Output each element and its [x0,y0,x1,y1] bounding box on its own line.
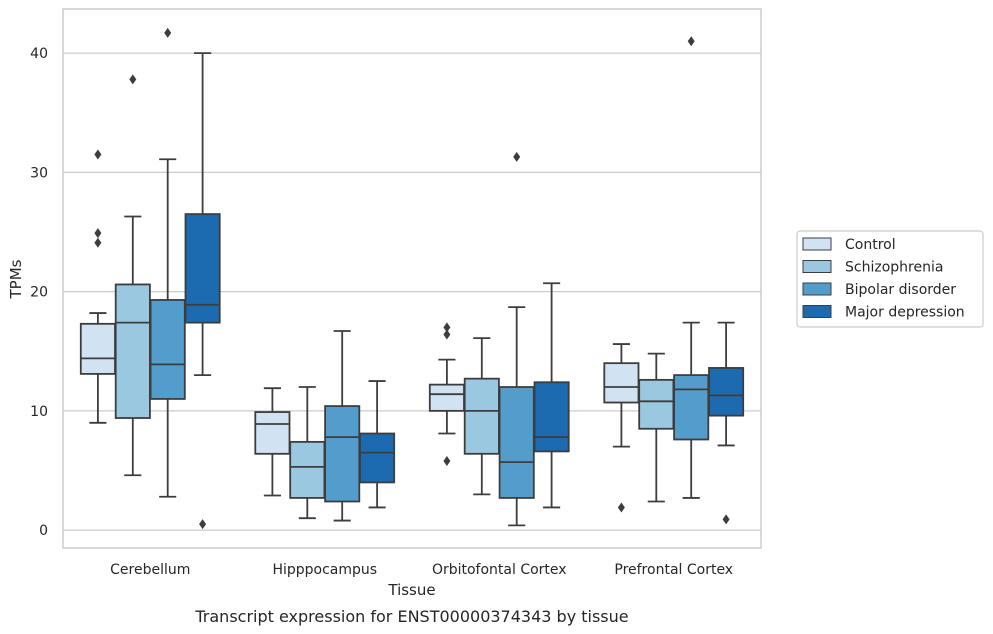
box-major-depression-orbitofontal-cortex [533,282,570,509]
legend-frame [796,230,984,328]
legend-item-bipolar-disorder: Bipolar disorder [802,282,956,298]
y-tick-label: 30 [30,165,48,181]
x-tick-label-orbitofontal-cortex: Orbitofontal Cortex [432,562,567,578]
legend-item-control: Control [802,237,896,253]
box-iqr [638,378,675,430]
box-iqr [463,377,500,455]
x-tick-label-cerebellum: Cerebellum [110,562,190,578]
box-iqr [603,362,640,404]
box-control-cerebellum [79,149,116,424]
outlier-point [199,519,207,530]
legend-item-schizophrenia: Schizophrenia [802,260,943,276]
y-tick-label: 20 [30,285,48,301]
outlier-point [513,151,521,162]
outlier-point [94,228,102,239]
box-control-prefrontal-cortex [603,343,640,513]
box-bipolar-disorder-cerebellum [149,27,186,498]
legend-swatch [802,237,832,251]
box-iqr [498,386,535,499]
box-iqr [289,440,326,499]
y-tick-label: 40 [30,46,48,62]
y-tick-label: 10 [30,404,48,420]
legend-label: Bipolar disorder [845,282,956,298]
box-schizophrenia-cerebellum [114,74,151,477]
box-iqr [324,405,361,503]
box-control-orbitofontal-cortex [428,322,465,466]
outlier-point [687,36,695,47]
box-major-depression-prefrontal-cortex [708,321,745,525]
y-axis-label: TPMs [7,259,25,299]
box-major-depression-hipppocampus [359,380,396,509]
box-iqr [254,411,291,455]
box-iqr [184,213,221,324]
box-iqr [533,381,570,453]
outlier-point [617,502,625,513]
box-schizophrenia-orbitofontal-cortex [463,337,500,496]
legend-item-major-depression: Major depression [802,305,965,321]
legend-label: Control [845,237,896,253]
box-bipolar-disorder-orbitofontal-cortex [498,151,535,527]
outlier-point [443,455,451,466]
y-tick-labels: 0 10 20 30 40 [30,46,48,539]
box-bipolar-disorder-prefrontal-cortex [673,36,710,499]
y-tick-label: 0 [39,523,48,539]
legend-swatch [802,282,832,296]
outlier-point [722,514,730,525]
x-tick-label-prefrontal-cortex: Prefrontal Cortex [614,562,733,578]
box-iqr [708,367,745,417]
boxes [79,27,745,530]
outlier-point [94,237,102,248]
x-tick-label-hipppocampus: Hipppocampus [272,562,377,578]
box-schizophrenia-hipppocampus [289,386,326,520]
box-bipolar-disorder-hipppocampus [324,330,361,522]
outlier-point [443,329,451,340]
box-iqr [428,383,465,412]
box-iqr [79,322,116,375]
box-major-depression-cerebellum [184,52,221,530]
box-iqr [114,283,151,419]
box-iqr [149,299,186,400]
legend-label: Schizophrenia [845,260,943,276]
plot-frame [62,8,762,549]
box-control-hipppocampus [254,387,291,497]
outlier-point [164,27,172,38]
legend-swatch [802,305,832,318]
x-axis-label: Tissue [387,581,435,599]
box-iqr [673,374,710,441]
outlier-point [94,149,102,160]
box-iqr [359,432,396,484]
x-tick-labels: Cerebellum Hipppocampus Orbitofontal Corte… [110,562,733,578]
legend: Control Schizophrenia Bipolar disorder Majo… [796,230,984,328]
legend-label: Major depression [845,305,965,321]
box-schizophrenia-prefrontal-cortex [638,352,675,503]
chart-caption: Transcript expression for ENST0000037434… [194,607,628,626]
outlier-point [443,322,451,333]
outlier-point [129,74,137,85]
legend-swatch [802,260,832,273]
